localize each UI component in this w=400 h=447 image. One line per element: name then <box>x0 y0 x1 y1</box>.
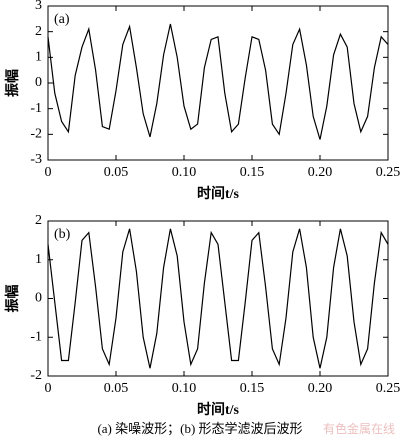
y-tick-label: 0 <box>35 75 42 90</box>
y-tick-label: 0 <box>35 291 42 306</box>
x-tick-label: 0 <box>45 165 52 180</box>
y-tick-label: -3 <box>30 152 42 167</box>
x-tick-label: 0.05 <box>104 165 129 180</box>
x-tick-label: 0.10 <box>172 165 197 180</box>
y-tick-label: 2 <box>35 24 42 39</box>
x-tick-label: 0 <box>45 381 52 396</box>
y-tick-label: 1 <box>35 50 42 65</box>
x-axis-label: 时间t/s <box>197 401 240 418</box>
waveform <box>47 23 389 140</box>
x-tick-label: 0.20 <box>308 165 333 180</box>
y-tick-label: -1 <box>30 101 42 116</box>
x-tick-label: 0.05 <box>104 381 129 396</box>
x-tick-label: 0.15 <box>240 381 265 396</box>
caption: (a) 染噪波形；(b) 形态学滤波后波形 <box>97 421 302 437</box>
plot-frame <box>47 5 389 161</box>
y-tick-label: 3 <box>35 0 42 13</box>
x-tick-label: 0.25 <box>376 165 400 180</box>
x-tick-label: 0.20 <box>308 381 333 396</box>
y-tick-label: -2 <box>30 368 42 383</box>
y-axis-label: 振幅 <box>4 285 21 313</box>
y-axis-label: 振幅 <box>4 69 21 97</box>
x-tick-label: 0.25 <box>376 381 400 396</box>
waveform <box>47 228 389 369</box>
y-tick-label: -1 <box>30 329 42 344</box>
panel-label: (b) <box>54 227 71 242</box>
x-tick-label: 0.10 <box>172 381 197 396</box>
y-tick-label: 1 <box>35 252 42 267</box>
x-axis-label: 时间t/s <box>197 185 240 202</box>
x-tick-label: 0.15 <box>240 165 265 180</box>
watermark: 有色金属在线 <box>323 421 395 436</box>
y-tick-label: -2 <box>30 127 42 142</box>
panel-label: (a) <box>54 12 70 27</box>
y-tick-label: 2 <box>35 213 42 228</box>
